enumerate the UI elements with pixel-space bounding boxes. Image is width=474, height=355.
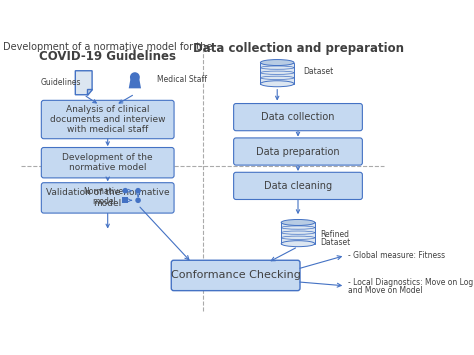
Text: model: model [92, 197, 116, 206]
Text: Development of the
normative model: Development of the normative model [63, 153, 153, 173]
Text: Development of a normative model for the: Development of a normative model for the [3, 42, 212, 52]
FancyBboxPatch shape [234, 138, 363, 165]
Text: Data collection and preparation: Data collection and preparation [192, 42, 403, 55]
Text: Medical Staff: Medical Staff [157, 75, 207, 84]
Text: and Move on Model: and Move on Model [347, 286, 422, 295]
Ellipse shape [260, 60, 294, 66]
Polygon shape [129, 78, 141, 88]
Polygon shape [87, 89, 92, 95]
Text: Normative: Normative [83, 187, 124, 196]
Polygon shape [75, 71, 92, 95]
Text: Data cleaning: Data cleaning [264, 181, 332, 191]
Text: - Local Diagnostics: Move on Log: - Local Diagnostics: Move on Log [347, 278, 473, 287]
Text: Dataset: Dataset [303, 67, 333, 76]
FancyBboxPatch shape [171, 260, 300, 291]
Text: - Global measure: Fitness: - Global measure: Fitness [347, 251, 445, 260]
Text: Dataset: Dataset [320, 238, 351, 247]
FancyBboxPatch shape [234, 172, 363, 200]
Ellipse shape [281, 241, 315, 247]
Text: Refined: Refined [320, 230, 349, 239]
FancyBboxPatch shape [41, 148, 174, 178]
FancyBboxPatch shape [41, 100, 174, 139]
Bar [260, 62, 294, 84]
Text: Validation of the normative
model: Validation of the normative model [46, 188, 170, 208]
Text: Data collection: Data collection [261, 112, 335, 122]
Ellipse shape [281, 219, 315, 225]
Text: Conformance Checking: Conformance Checking [171, 271, 301, 280]
Circle shape [135, 197, 141, 203]
Circle shape [122, 188, 128, 193]
FancyBboxPatch shape [234, 104, 363, 131]
Text: Guidelines: Guidelines [41, 78, 82, 87]
Text: Analysis of clinical
documents and interview
with medical staff: Analysis of clinical documents and inter… [50, 105, 165, 135]
Text: COVID-19 Guidelines: COVID-19 Guidelines [39, 50, 176, 63]
Text: Data preparation: Data preparation [256, 147, 340, 157]
FancyBboxPatch shape [41, 183, 174, 213]
Bar [281, 223, 315, 244]
Ellipse shape [260, 81, 294, 87]
Bar [122, 197, 128, 203]
Circle shape [130, 72, 140, 82]
Circle shape [135, 188, 141, 193]
